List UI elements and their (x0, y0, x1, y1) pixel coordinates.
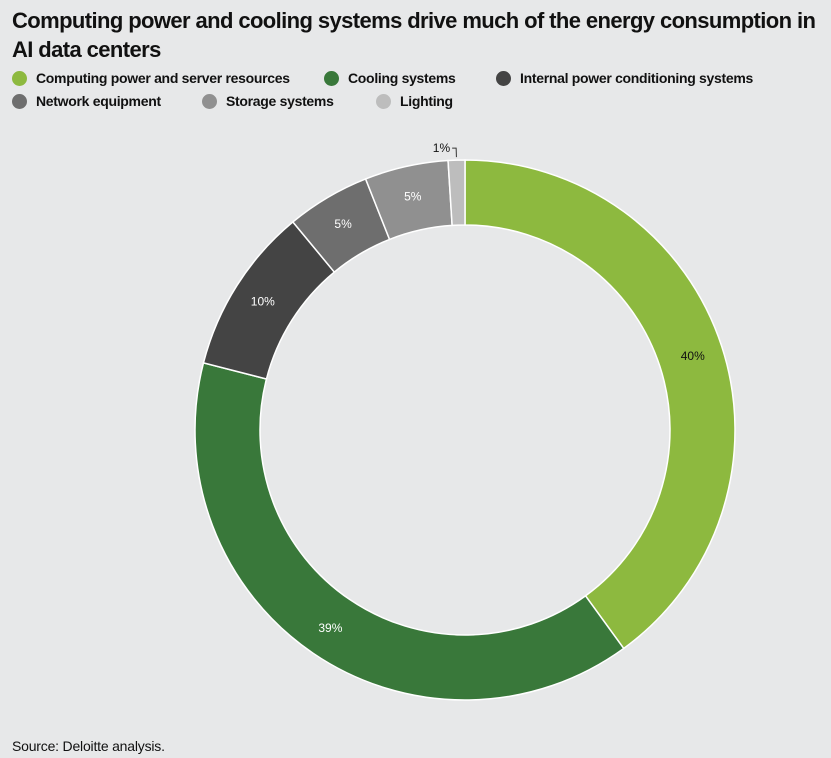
chart-title: Computing power and cooling systems driv… (12, 8, 816, 62)
legend-label: Storage systems (226, 93, 334, 109)
legend-swatch (496, 70, 511, 86)
slice-label-storage-systems: 5% (404, 189, 422, 203)
slice-label-internal-power-conditioning-systems: 10% (251, 295, 275, 309)
legend-swatch (202, 93, 217, 109)
slice-cooling-systems (194, 361, 625, 701)
legend-label: Lighting (400, 93, 453, 109)
chart-legend: Computing power and server resources Cool… (12, 70, 812, 118)
legend-swatch (376, 93, 391, 109)
legend-swatch (324, 70, 339, 86)
leader-line-lighting (452, 147, 457, 158)
slice-lighting (447, 159, 466, 227)
legend-label: Internal power conditioning systems (520, 70, 753, 86)
legend-item-lighting: Lighting (376, 93, 453, 109)
slice-label-computing-power-and-server-resources: 40% (681, 349, 705, 363)
source-note: Source: Deloitte analysis. (12, 738, 165, 754)
legend-item-network-equipment: Network equipment (12, 93, 161, 109)
legend-swatch (12, 93, 27, 109)
slice-label-lighting: 1% (433, 141, 451, 155)
legend-label: Cooling systems (348, 70, 456, 86)
legend-item-internal-power-conditioning-systems: Internal power conditioning systems (496, 70, 753, 86)
legend-swatch (12, 70, 27, 86)
slice-label-cooling-systems: 39% (318, 621, 342, 635)
legend-item-computing-power-and-server-resources: Computing power and server resources (12, 70, 290, 86)
legend-item-storage-systems: Storage systems (202, 93, 334, 109)
legend-label: Network equipment (36, 93, 161, 109)
legend-item-cooling-systems: Cooling systems (324, 70, 456, 86)
slice-computing-power-and-server-resources (464, 159, 736, 650)
legend-label: Computing power and server resources (36, 70, 290, 86)
slice-label-network-equipment: 5% (334, 217, 352, 231)
